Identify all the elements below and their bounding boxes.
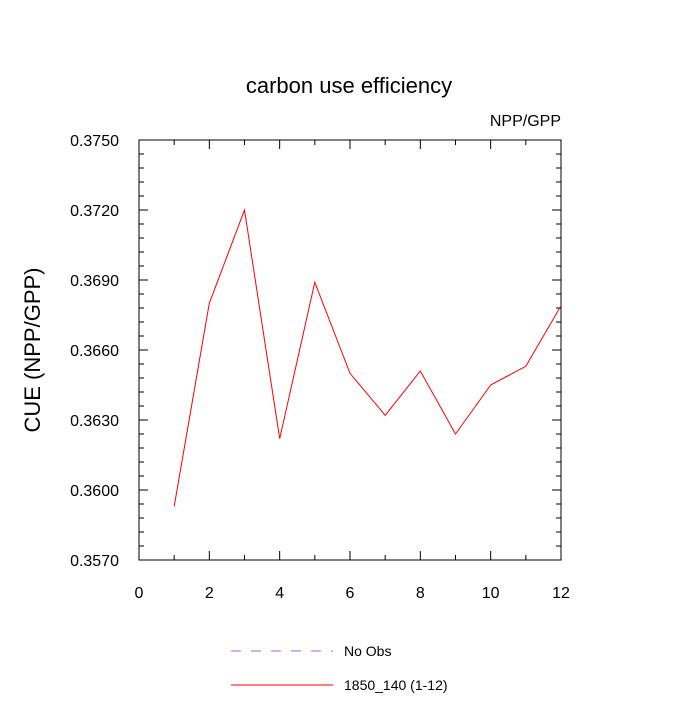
series-line-1	[173, 208, 562, 507]
y-tick-label: 0.3720	[70, 203, 119, 220]
y-tick-label: 0.3690	[70, 273, 119, 290]
plot-frame	[138, 139, 562, 561]
chart-subtitle: NPP/GPP	[490, 113, 561, 130]
y-tick-label: 0.3600	[70, 483, 119, 500]
x-tick-label: 10	[482, 585, 500, 602]
y-tick-label: 0.3570	[70, 553, 119, 570]
legend: No Obs 1850_140 (1-12)	[231, 643, 448, 693]
series-lines	[173, 208, 562, 507]
legend-label-0: No Obs	[344, 643, 391, 659]
axis-tick-labels: 0 2 4 6 8 10 12 0.3570 0.3600 0.3630 0.3660 0.3690 0…	[70, 133, 570, 602]
y-tick-label: 0.3750	[70, 133, 119, 150]
legend-label-1: 1850_140 (1-12)	[344, 677, 448, 693]
x-tick-label: 0	[135, 585, 144, 602]
y-tick-label: 0.3660	[70, 343, 119, 360]
x-tick-label: 12	[552, 585, 570, 602]
chart-title: carbon use efficiency	[246, 73, 452, 98]
x-tick-label: 4	[275, 585, 284, 602]
x-tick-label: 6	[346, 585, 355, 602]
y-tick-label: 0.3630	[70, 413, 119, 430]
y-axis-label: CUE (NPP/GPP)	[20, 267, 45, 432]
x-tick-label: 8	[416, 585, 425, 602]
x-tick-label: 2	[205, 585, 214, 602]
axis-ticks	[138, 139, 562, 561]
